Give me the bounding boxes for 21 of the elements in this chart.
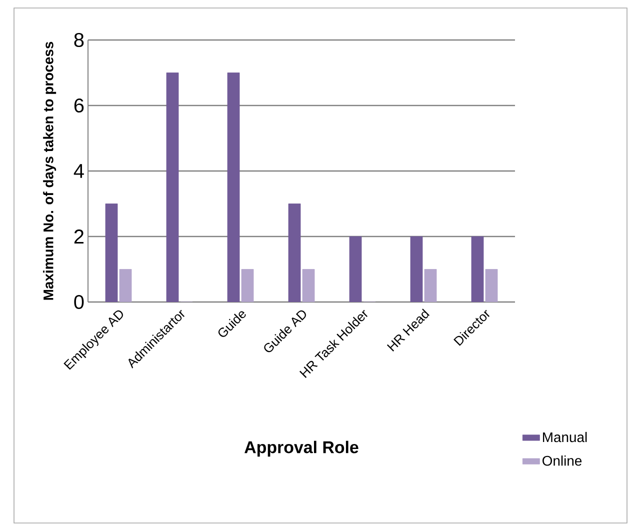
bar [241, 269, 254, 302]
y-tick-label: 4 [74, 164, 84, 178]
legend-label: Online [542, 456, 582, 466]
y-tick-label: 0 [74, 294, 84, 310]
bar [119, 269, 132, 302]
y-tick-label: 6 [74, 98, 84, 113]
bar [288, 204, 301, 302]
bar [227, 72, 240, 302]
bar [424, 269, 437, 302]
bar [302, 269, 315, 302]
bar [410, 236, 423, 302]
y-tick-label: 8 [74, 32, 84, 48]
legend-label: Manual [542, 432, 587, 442]
bar [471, 236, 484, 302]
y-axis-title: Maximum No. of days taken to process [43, 42, 56, 300]
y-tick-label: 2 [74, 230, 84, 244]
x-axis-title: Approval Role [244, 440, 358, 457]
bar [166, 72, 179, 302]
bar [485, 269, 498, 302]
bar [349, 236, 362, 302]
bar [105, 204, 118, 302]
